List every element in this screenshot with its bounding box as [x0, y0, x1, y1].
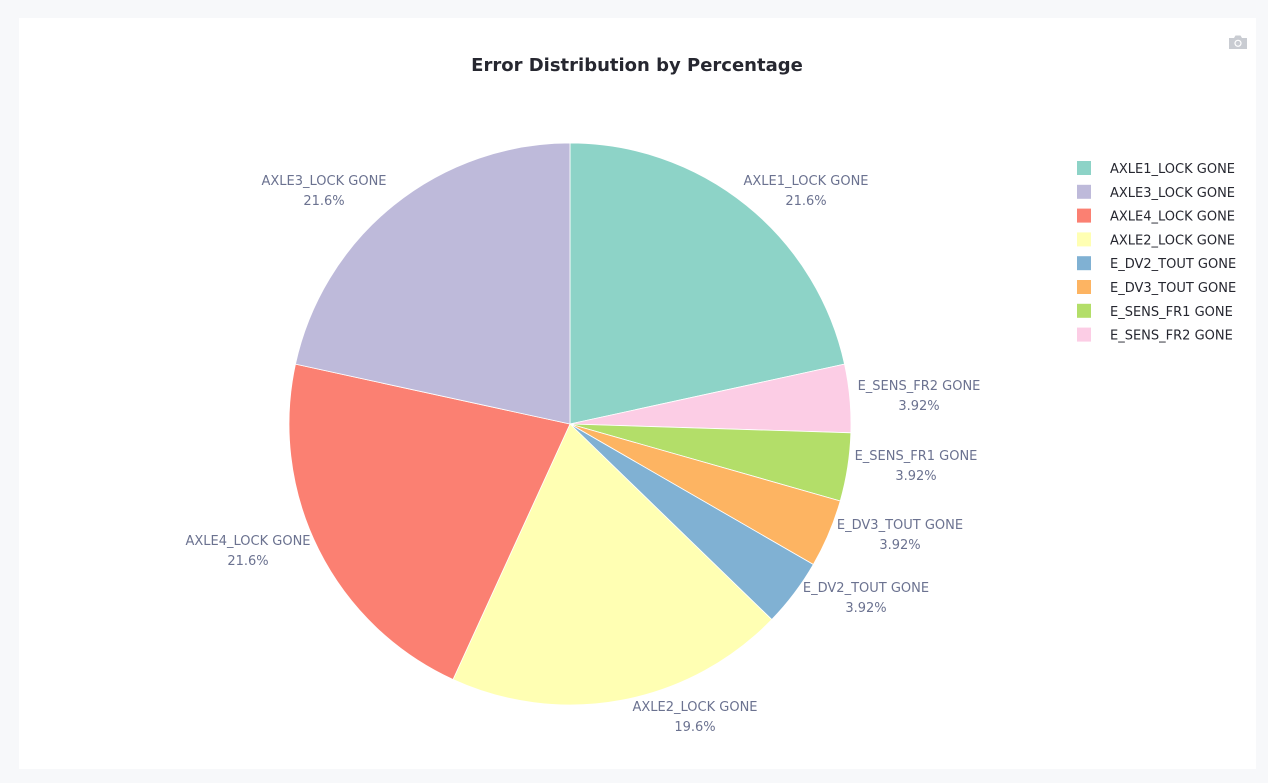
- slice-label-e-dv2-tout-gone: E_DV2_TOUT GONE: [803, 581, 929, 596]
- slice-percent-e-sens-fr2-gone: 3.92%: [898, 399, 939, 414]
- legend-label: AXLE2_LOCK GONE: [1110, 233, 1235, 248]
- slice-label-axle3-lock-gone: AXLE3_LOCK GONE: [261, 174, 386, 189]
- pie-slice-axle3-lock-gone[interactable]: [294, 142, 571, 425]
- legend-item-axle3-lock-gone[interactable]: AXLE3_LOCK GONE: [1077, 184, 1235, 201]
- legend-label: AXLE4_LOCK GONE: [1110, 210, 1235, 225]
- camera-icon[interactable]: [1228, 34, 1248, 50]
- legend-label: AXLE1_LOCK GONE: [1110, 162, 1235, 177]
- pie-slice-axle2-lock-gone[interactable]: [452, 423, 773, 706]
- legend-swatch: [1077, 303, 1091, 318]
- legend-item-e-dv2-tout-gone[interactable]: E_DV2_TOUT GONE: [1077, 256, 1236, 272]
- legend-swatch: [1077, 327, 1091, 342]
- slice-percent-e-sens-fr1-gone: 3.92%: [895, 469, 936, 484]
- slice-label-e-dv3-tout-gone: E_DV3_TOUT GONE: [837, 518, 963, 533]
- pie-slice-axle4-lock-gone[interactable]: [288, 363, 571, 681]
- chart-title: Error Distribution by Percentage: [471, 55, 803, 76]
- legend-swatch: [1077, 256, 1091, 271]
- legend-item-e-dv3-tout-gone[interactable]: E_DV3_TOUT GONE: [1077, 280, 1236, 296]
- slice-percent-axle2-lock-gone: 19.6%: [674, 720, 715, 735]
- legend-swatch: [1077, 208, 1091, 223]
- slice-percent-e-dv3-tout-gone: 3.92%: [879, 538, 920, 553]
- legend-item-axle4-lock-gone[interactable]: AXLE4_LOCK GONE: [1077, 208, 1235, 225]
- legend-label: E_DV2_TOUT GONE: [1110, 257, 1236, 272]
- pie-slices: [288, 142, 852, 706]
- legend: AXLE1_LOCK GONE AXLE3_LOCK GONE AXLE4_LOCK…: [1077, 161, 1236, 344]
- slice-label-axle2-lock-gone: AXLE2_LOCK GONE: [632, 700, 757, 715]
- legend-label: E_SENS_FR1 GONE: [1110, 305, 1233, 320]
- slice-percent-e-dv2-tout-gone: 3.92%: [845, 601, 886, 616]
- legend-label: E_SENS_FR2 GONE: [1110, 329, 1233, 344]
- slice-label-axle1-lock-gone: AXLE1_LOCK GONE: [743, 174, 868, 189]
- legend-label: AXLE3_LOCK GONE: [1110, 186, 1235, 201]
- legend-item-axle1-lock-gone[interactable]: AXLE1_LOCK GONE: [1077, 161, 1235, 177]
- slice-percent-axle1-lock-gone: 21.6%: [785, 194, 826, 209]
- legend-swatch: [1077, 280, 1091, 294]
- pie-slice-axle1-lock-gone[interactable]: [569, 142, 846, 425]
- slice-label-e-sens-fr2-gone: E_SENS_FR2 GONE: [858, 379, 981, 394]
- legend-swatch: [1077, 184, 1091, 199]
- pie-chart: Error Distribution by Percentage AXLE1_L…: [185, 55, 1236, 735]
- legend-swatch: [1077, 161, 1091, 175]
- legend-item-axle2-lock-gone[interactable]: AXLE2_LOCK GONE: [1077, 232, 1235, 248]
- slice-label-e-sens-fr1-gone: E_SENS_FR1 GONE: [855, 449, 978, 464]
- chart-card: Error Distribution by Percentage AXLE1_L…: [19, 18, 1256, 769]
- legend-label: E_DV3_TOUT GONE: [1110, 281, 1236, 296]
- legend-swatch: [1077, 232, 1091, 247]
- pie-labels: AXLE1_LOCK GONE 21.6% E_SENS_FR2 GONE 3.92%…: [185, 174, 980, 735]
- legend-item-e-sens-fr1-gone[interactable]: E_SENS_FR1 GONE: [1077, 303, 1233, 320]
- slice-percent-axle4-lock-gone: 21.6%: [227, 554, 268, 569]
- slice-percent-axle3-lock-gone: 21.6%: [303, 194, 344, 209]
- legend-item-e-sens-fr2-gone[interactable]: E_SENS_FR2 GONE: [1077, 327, 1233, 344]
- slice-label-axle4-lock-gone: AXLE4_LOCK GONE: [185, 534, 310, 549]
